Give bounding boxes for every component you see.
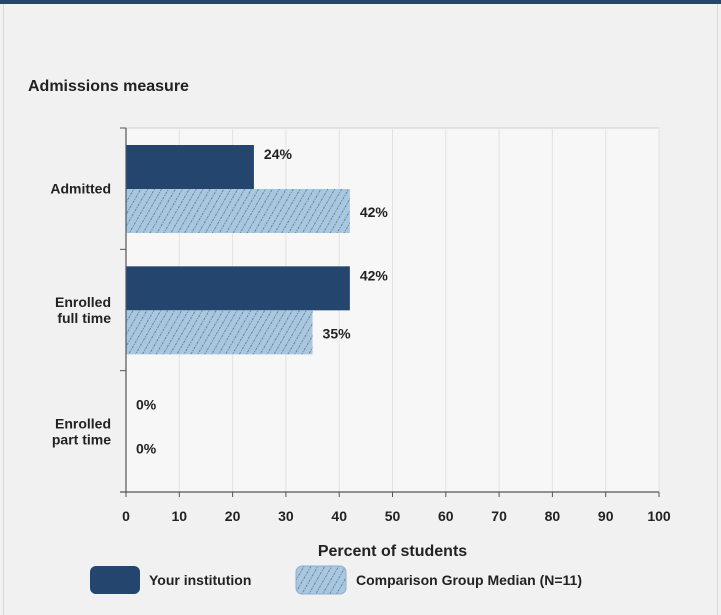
category-label: Enrolled [55, 294, 111, 310]
data-label: 24% [264, 146, 293, 162]
x-tick-label: 20 [225, 508, 241, 524]
x-tick-label: 60 [438, 508, 454, 524]
x-tick-label: 70 [491, 508, 507, 524]
top-accent-bar [0, 0, 721, 4]
bar-your-institution [126, 266, 350, 311]
legend: Your institution Comparison Group Median … [90, 565, 582, 595]
legend-label: Your institution [149, 572, 251, 588]
category-label: Enrolled [55, 415, 111, 431]
x-axis-title: Percent of students [318, 543, 467, 560]
chart-title: Admissions measure [28, 78, 189, 95]
x-tick-label: 90 [598, 508, 614, 524]
x-tick-label: 80 [545, 508, 561, 524]
legend-swatch-your-institution [90, 566, 140, 594]
bar-comparison-median [126, 310, 313, 355]
data-label: 42% [360, 204, 389, 220]
x-tick-label: 0 [122, 508, 130, 524]
category-label: Admitted [50, 181, 111, 197]
category-label: part time [52, 431, 111, 447]
x-tick-label: 40 [331, 508, 347, 524]
data-label: 42% [360, 267, 389, 283]
x-tick-label: 30 [278, 508, 294, 524]
labels: 0 10 20 30 40 50 60 70 80 90 100AdmittedEnrolledfu… [50, 146, 671, 560]
category-label: full time [57, 310, 111, 326]
data-label: 0% [136, 441, 157, 457]
legend-swatch-comparison-median [295, 565, 347, 595]
bar-your-institution [126, 145, 254, 189]
x-tick-label: 100 [647, 508, 671, 524]
data-label: 0% [136, 397, 157, 413]
bars [126, 145, 350, 355]
legend-label: Comparison Group Median (N=11) [356, 572, 582, 588]
x-tick-label: 10 [172, 508, 188, 524]
data-label: 35% [323, 325, 352, 341]
x-tick-label: 50 [385, 508, 401, 524]
bar-comparison-median [126, 189, 350, 233]
axes [120, 127, 660, 497]
